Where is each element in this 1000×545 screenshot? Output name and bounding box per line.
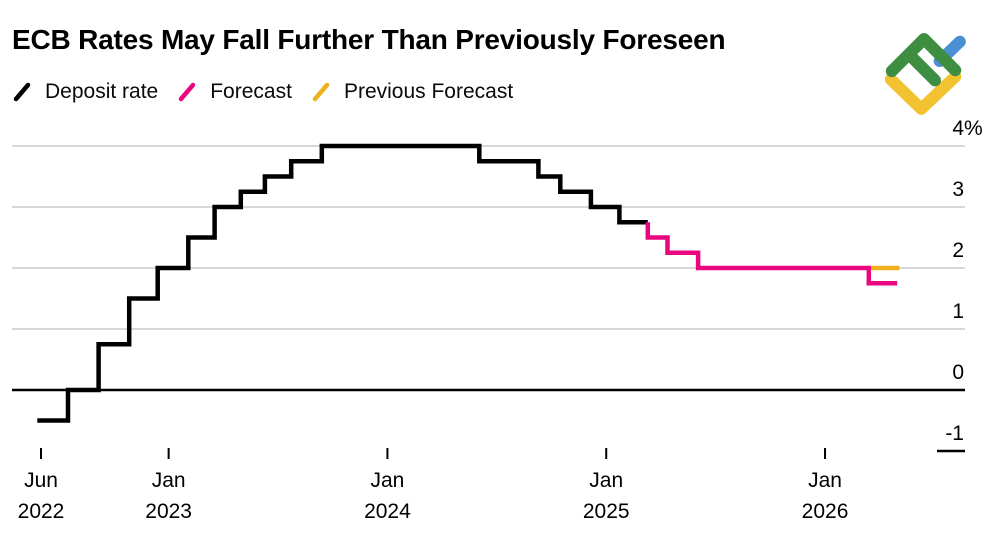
legend-item-previous-forecast: Previous Forecast [311,80,513,104]
legend-label-forecast: Forecast [210,80,292,103]
logo-green-chevron [885,32,962,78]
chart-legend: Deposit rate Forecast Previous Forecast [12,80,513,104]
series-forecast [645,222,898,286]
logo-green-bar [903,48,942,87]
legend-label-previous-forecast: Previous Forecast [343,80,514,103]
legend-item-deposit-rate: Deposit rate [12,80,158,104]
legend-label-deposit-rate: Deposit rate [45,80,159,103]
forecast-slash-icon [178,82,196,102]
series-deposit-rate [37,143,648,423]
previous-forecast-slash-icon [312,82,330,102]
litefinance-logo-icon [884,32,966,115]
litefinance-logo [878,27,970,124]
deposit-rate-slash-icon [13,82,31,102]
logo-yellow-check [884,70,962,115]
page-title: ECB Rates May Fall Further Than Previous… [12,24,726,55]
legend-item-forecast: Forecast [177,80,292,104]
